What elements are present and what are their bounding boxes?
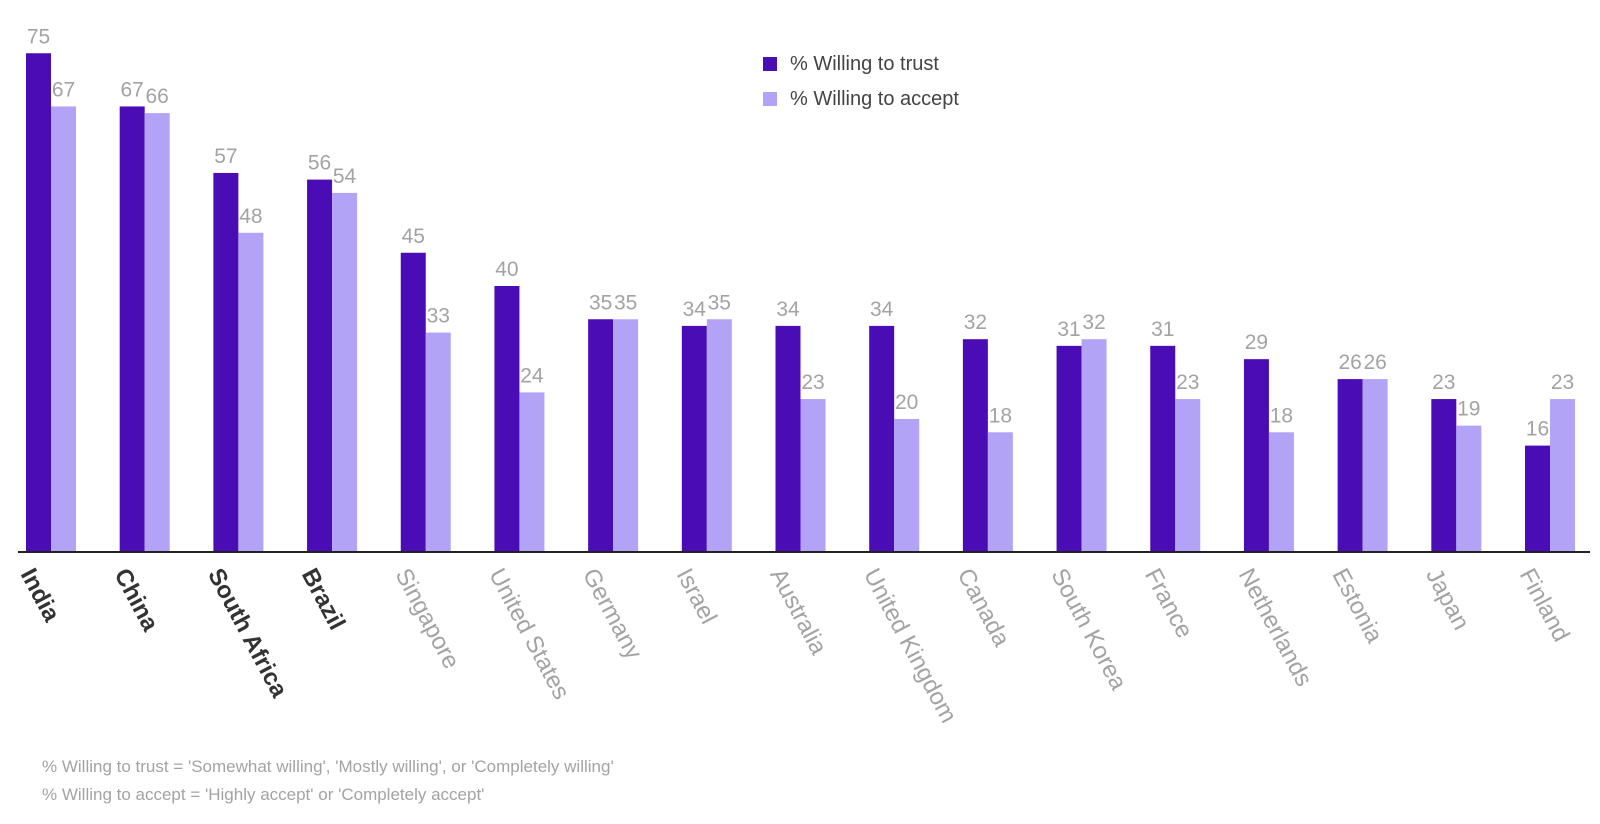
category-label-south-korea: South Korea: [1045, 564, 1132, 695]
value-label-trust-united-states: 40: [495, 258, 518, 281]
category-label-japan: Japan: [1420, 564, 1475, 634]
bar-accept-japan: [1456, 425, 1482, 552]
legend-swatch-accept: [763, 92, 777, 106]
category-label-australia: Australia: [764, 564, 832, 660]
category-label-netherlands: Netherlands: [1233, 564, 1318, 691]
bar-trust-singapore: [400, 252, 426, 552]
category-label-estonia: Estonia: [1326, 564, 1388, 648]
value-label-trust-france: 31: [1151, 318, 1174, 341]
bar-accept-brazil: [332, 192, 358, 552]
value-label-accept-china: 66: [146, 85, 169, 108]
value-label-accept-netherlands: 18: [1270, 404, 1293, 427]
bar-accept-netherlands: [1268, 432, 1294, 552]
category-label-united-kingdom: United Kingdom: [858, 564, 962, 727]
category-label-india: India: [15, 564, 65, 627]
legend-label-accept: % Willing to accept: [790, 88, 959, 110]
value-label-accept-india: 67: [52, 78, 75, 101]
value-label-accept-finland: 23: [1551, 371, 1574, 394]
category-label-germany: Germany: [577, 564, 647, 664]
value-label-trust-china: 67: [121, 78, 144, 101]
bar-trust-canada: [962, 339, 988, 552]
value-label-accept-united-kingdom: 20: [895, 391, 918, 414]
category-label-china: China: [109, 564, 164, 636]
value-label-trust-germany: 35: [589, 291, 612, 314]
category-label-brazil: Brazil: [296, 564, 351, 634]
legend-label-trust: % Willing to trust: [790, 53, 939, 75]
bar-trust-finland: [1525, 445, 1550, 552]
bar-accept-india: [51, 106, 76, 552]
bars-layer: [26, 53, 1575, 553]
bar-accept-israel: [706, 319, 732, 552]
footnote-trust-definition: % Willing to trust = 'Somewhat willing',…: [42, 757, 614, 776]
value-label-trust-estonia: 26: [1338, 351, 1361, 374]
bar-accept-china: [144, 113, 170, 552]
category-label-singapore: Singapore: [390, 564, 465, 673]
category-label-united-states: United States: [483, 564, 574, 704]
bar-trust-france: [1150, 345, 1176, 552]
value-label-accept-south-africa: 48: [239, 205, 262, 228]
value-label-accept-estonia: 26: [1363, 351, 1386, 374]
value-label-trust-india: 75: [27, 25, 50, 48]
value-label-trust-brazil: 56: [308, 152, 331, 175]
bar-accept-estonia: [1362, 379, 1388, 552]
value-label-accept-israel: 35: [708, 291, 731, 314]
value-label-accept-brazil: 54: [333, 165, 357, 188]
bar-trust-south-korea: [1056, 345, 1082, 552]
legend: % Willing to trust % Willing to accept: [763, 53, 959, 110]
bar-trust-united-kingdom: [869, 325, 895, 552]
legend-swatch-trust: [763, 57, 777, 71]
bar-trust-china: [119, 106, 145, 552]
value-label-trust-finland: 16: [1526, 418, 1549, 441]
bar-trust-estonia: [1337, 379, 1363, 552]
bar-accept-france: [1175, 399, 1201, 552]
bar-accept-finland: [1550, 399, 1575, 552]
category-labels-layer: India China South Africa Brazil Singapore Uni…: [15, 564, 1575, 727]
bar-trust-india: [26, 53, 51, 552]
bar-accept-canada: [987, 432, 1013, 552]
value-label-trust-south-korea: 31: [1057, 318, 1080, 341]
bar-accept-singapore: [425, 332, 451, 552]
value-label-accept-united-states: 24: [520, 364, 544, 387]
category-label-canada: Canada: [952, 564, 1016, 651]
value-label-accept-australia: 23: [801, 371, 824, 394]
bar-trust-australia: [775, 325, 801, 552]
value-label-accept-germany: 35: [614, 291, 637, 314]
bar-accept-germany: [613, 319, 639, 552]
value-label-trust-united-kingdom: 34: [870, 298, 894, 321]
bar-trust-brazil: [307, 179, 333, 552]
bar-accept-australia: [800, 399, 826, 552]
bar-trust-united-states: [494, 286, 520, 552]
category-label-france: France: [1139, 564, 1198, 643]
category-label-south-africa: South Africa: [202, 564, 293, 702]
value-label-accept-france: 23: [1176, 371, 1199, 394]
value-label-trust-south-africa: 57: [214, 145, 237, 168]
value-label-accept-canada: 18: [989, 404, 1012, 427]
value-label-accept-south-korea: 32: [1082, 311, 1105, 334]
bar-trust-netherlands: [1243, 359, 1269, 552]
bar-accept-united-kingdom: [894, 419, 920, 552]
bar-accept-united-states: [519, 392, 545, 552]
value-label-trust-australia: 34: [776, 298, 800, 321]
bar-accept-south-korea: [1081, 339, 1107, 552]
value-label-accept-singapore: 33: [427, 305, 450, 328]
footnote-accept-definition: % Willing to accept = 'Highly accept' or…: [42, 785, 485, 804]
category-label-israel: Israel: [671, 564, 722, 628]
bar-trust-japan: [1431, 399, 1457, 552]
category-label-finland: Finland: [1514, 564, 1575, 646]
value-label-trust-israel: 34: [683, 298, 707, 321]
value-label-trust-singapore: 45: [402, 225, 425, 248]
bar-trust-germany: [588, 319, 614, 552]
value-label-trust-canada: 32: [964, 311, 987, 334]
value-label-accept-japan: 19: [1457, 398, 1480, 421]
value-label-trust-netherlands: 29: [1245, 331, 1268, 354]
bar-trust-south-africa: [213, 172, 239, 552]
value-label-trust-japan: 23: [1432, 371, 1455, 394]
bar-trust-israel: [681, 325, 707, 552]
bar-accept-south-africa: [238, 232, 264, 553]
